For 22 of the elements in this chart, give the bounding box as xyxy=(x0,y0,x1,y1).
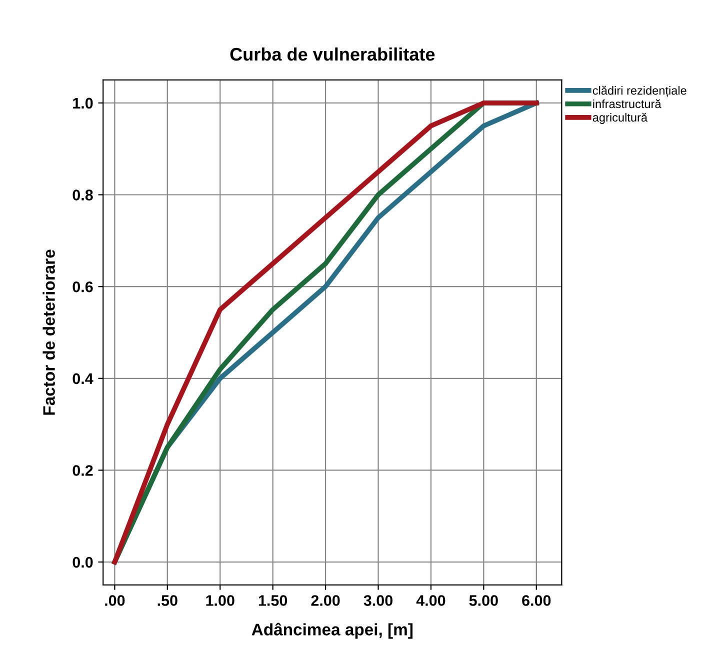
x-tick-label: 5.00 xyxy=(469,595,498,606)
y-axis-title: Factor de deteriorare xyxy=(42,250,55,415)
x-tick-label: .50 xyxy=(158,595,178,606)
x-tick-label: .00 xyxy=(105,595,125,606)
x-tick-label: 3.00 xyxy=(364,595,392,606)
y-tick-label: 0.4 xyxy=(72,373,94,384)
x-axis-title: Adâncimea apei, [m] xyxy=(252,622,413,639)
y-tick-label: 0.2 xyxy=(72,465,93,476)
x-tick-label: 4.00 xyxy=(416,595,446,606)
legend-label: agricultură xyxy=(592,112,648,124)
x-tick-label: 1.00 xyxy=(206,595,234,606)
y-tick-label: 0.8 xyxy=(72,190,93,200)
y-tick-label: 0.6 xyxy=(72,281,93,292)
chart-title: Curba de vulnerabilitate xyxy=(230,47,435,61)
legend-label: clădiri rezidențiale xyxy=(592,86,686,98)
y-tick-label: 1.0 xyxy=(73,98,93,109)
line-series xyxy=(112,100,539,564)
y-tick-label: 0.0 xyxy=(72,556,93,568)
x-tick-label: 2.00 xyxy=(311,595,340,606)
legend-label: infrastructură xyxy=(593,99,662,108)
x-tick-label: 1.50 xyxy=(258,595,288,606)
x-tick-label: 6.00 xyxy=(522,595,551,606)
